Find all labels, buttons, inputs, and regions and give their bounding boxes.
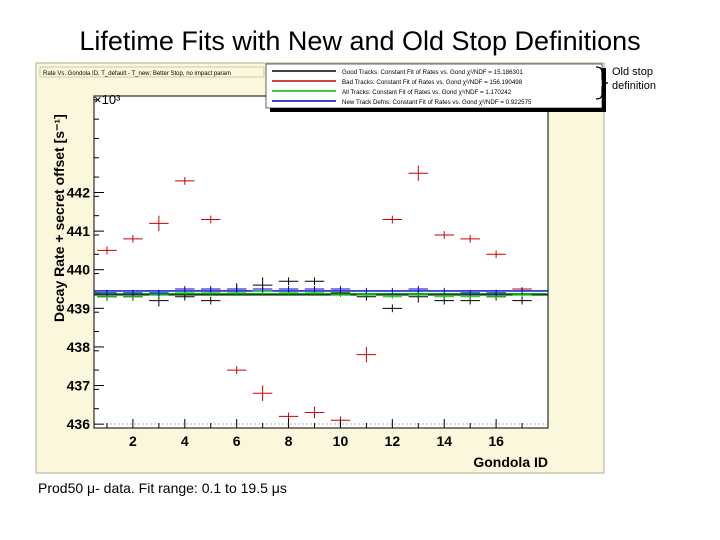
data-point [382, 294, 403, 299]
data-point [434, 287, 454, 295]
data-point [460, 289, 480, 296]
data-point [434, 231, 454, 239]
plot-area [93, 95, 549, 429]
y-tick-label: 436 [67, 416, 91, 432]
data-point [408, 165, 429, 181]
y-tick-label: 439 [67, 300, 91, 316]
data-point [175, 177, 195, 185]
y-tick-label: 438 [67, 339, 91, 355]
data-point [226, 285, 247, 293]
data-point [382, 215, 403, 224]
x-tick-label: 2 [129, 433, 137, 449]
data-point [408, 292, 429, 297]
x-tick-label: 4 [181, 433, 189, 449]
data-point [201, 296, 221, 305]
data-point [123, 234, 143, 243]
data-point [201, 215, 221, 224]
note-line-2: definition [612, 80, 657, 92]
data-point [304, 277, 325, 286]
data-point [278, 412, 299, 421]
data-point [149, 294, 169, 307]
data-point [175, 285, 195, 293]
data-point [97, 289, 117, 296]
legend: Good Tracks: Constant Fit of Rates vs. G… [265, 63, 606, 112]
data-point [486, 250, 506, 259]
legend-entries: Good Tracks: Constant Fit of Rates vs. G… [272, 69, 532, 106]
old-stop-note: Old stop definition [612, 65, 656, 93]
data-point [408, 285, 429, 293]
data-point [382, 287, 403, 295]
data-point [382, 304, 403, 313]
x-tick-label: 10 [333, 433, 349, 449]
chart-title: Rate Vs. Gondola ID, T_default - T_new; … [43, 71, 231, 77]
fit-layer [94, 290, 548, 296]
x-tick-label: 6 [233, 433, 241, 449]
x-tick-label: 12 [385, 433, 401, 449]
data-point [356, 346, 377, 363]
bracket-icon [595, 66, 609, 100]
slide-title: Lifetime Fits with New and Old Stop Defi… [79, 26, 641, 56]
data-point [278, 285, 299, 293]
legend-label: All Tracks: Constant Fit of Rates vs. Go… [342, 89, 512, 96]
chart-title-box [39, 66, 265, 78]
y-tick-label: 437 [67, 378, 91, 394]
footer-caption: Prod50 μ- data. Fit range: 0.1 to 19.5 μ… [38, 480, 287, 496]
data-point [226, 366, 247, 374]
data-point [512, 296, 532, 305]
y-tick-label: 440 [67, 262, 91, 278]
legend-label: Good Tracks: Constant Fit of Rates vs. G… [342, 69, 523, 76]
data-point [304, 406, 325, 419]
data-point [252, 385, 273, 401]
data-point [330, 292, 351, 297]
data-point [149, 289, 169, 296]
y-tick-label: 441 [67, 223, 91, 239]
data-point [149, 215, 169, 232]
data-point [356, 287, 377, 295]
series-layer [97, 165, 532, 425]
y-multiplier: ×10³ [94, 92, 121, 107]
y-axis-label: Decay Rate + secret offset [s⁻¹] [51, 114, 67, 322]
data-point [252, 285, 273, 293]
data-point [304, 285, 325, 293]
data-point [512, 287, 532, 295]
x-tick-label: 8 [285, 433, 293, 449]
data-point [486, 289, 506, 296]
data-point [278, 277, 299, 286]
y-tick-label: 442 [67, 185, 91, 201]
legend-label: New Track Defns: Constant Fit of Rates v… [342, 99, 532, 106]
x-tick-label: 14 [436, 433, 452, 449]
legend-label: Bad Tracks: Constant Fit of Rates vs. Go… [342, 79, 523, 86]
note-line-1: Old stop [612, 66, 653, 78]
x-tick-label: 16 [488, 433, 504, 449]
data-point [201, 285, 221, 293]
data-point [97, 246, 117, 255]
data-point [330, 285, 351, 293]
data-point [460, 234, 480, 243]
data-point [434, 294, 454, 299]
x-axis-label: Gondola ID [473, 454, 548, 470]
tick-layer: 2 4 6 8 10 12 14 16 436 437 438 439 440 441 442 [67, 99, 523, 449]
data-point [123, 289, 143, 296]
